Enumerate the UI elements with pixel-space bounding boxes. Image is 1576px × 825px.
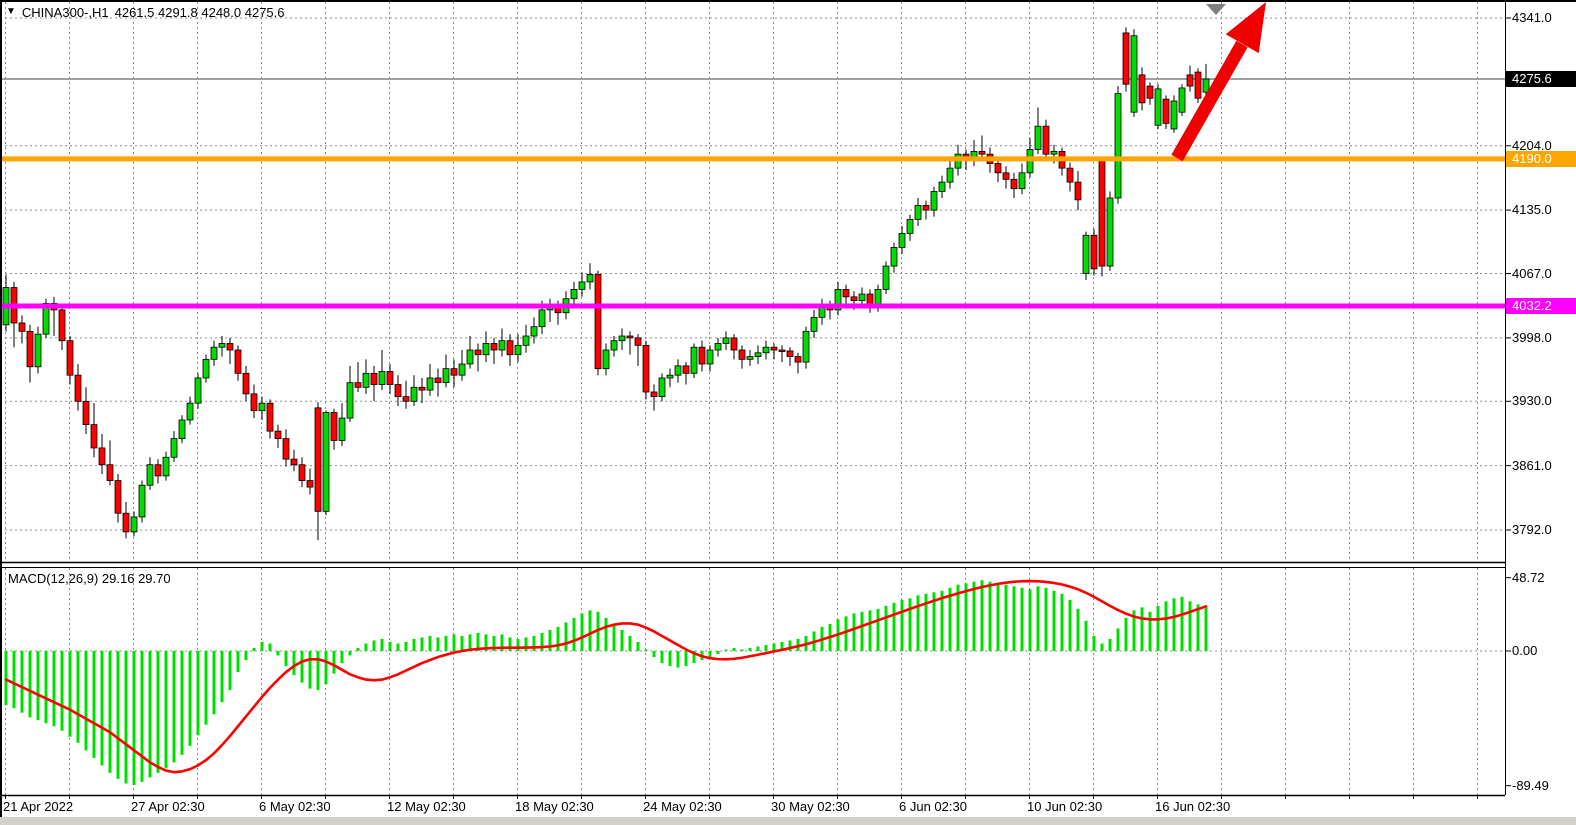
macd-axis-label: 48.72 (1512, 569, 1545, 585)
time-marker-triangle[interactable] (1206, 4, 1226, 15)
time-axis-label: 18 May 02:30 (515, 799, 594, 814)
time-axis-label: 27 Apr 02:30 (131, 799, 205, 814)
macd-axis-label: -89.49 (1512, 777, 1549, 793)
symbol-dropdown-icon[interactable]: ▼ (6, 6, 16, 17)
chart-title: ▼ CHINA300-,H1 4261.5 4291.8 4248.0 4275… (6, 5, 285, 20)
trend-arrow[interactable] (1171, 2, 1266, 162)
time-axis-label: 30 May 02:30 (771, 799, 850, 814)
time-axis-label: 24 May 02:30 (643, 799, 722, 814)
price-axis-label: 3861.0 (1512, 457, 1552, 473)
time-axis-label: 10 Jun 02:30 (1027, 799, 1103, 814)
time-axis-label: 6 Jun 02:30 (899, 799, 967, 814)
price-axis-label-current: 4275.6 (1506, 70, 1576, 87)
grid-lines (0, 2, 1505, 795)
time-axis-label: 16 Jun 02:30 (1155, 799, 1231, 814)
price-axis-label: 4067.0 (1512, 265, 1552, 281)
price-axis-label-orange: 4190.0 (1506, 150, 1576, 167)
price-axis-label: 3930.0 (1512, 393, 1552, 409)
price-axis-label: 4204.0 (1512, 137, 1552, 153)
time-axis-label: 21 Apr 2022 (3, 799, 74, 814)
macd-signal-line (4, 579, 1208, 774)
macd-axis-label: 0.00 (1512, 643, 1538, 658)
price-axis-label: 4135.0 (1512, 202, 1552, 218)
price-axis-label: 4341.0 (1512, 10, 1552, 25)
symbol-period-label: CHINA300-,H1 (21, 5, 109, 20)
price-axis-label: 3998.0 (1512, 329, 1552, 345)
time-axis-label: 6 May 02:30 (259, 799, 331, 814)
ohlc-values-label: 4261.5 4291.8 4248.0 4275.6 (114, 5, 285, 20)
time-axis-label: 12 May 02:30 (387, 799, 466, 814)
price-axis-label: 3792.0 (1512, 522, 1552, 537)
macd-indicator-label: MACD(12,26,9) 29.16 29.70 (8, 571, 171, 586)
macd-histogram (4, 580, 1208, 785)
candles-layer (2, 27, 1210, 541)
price-axis-label-magenta: 4032.2 (1506, 297, 1576, 314)
window-bottom-edge (0, 817, 1576, 825)
